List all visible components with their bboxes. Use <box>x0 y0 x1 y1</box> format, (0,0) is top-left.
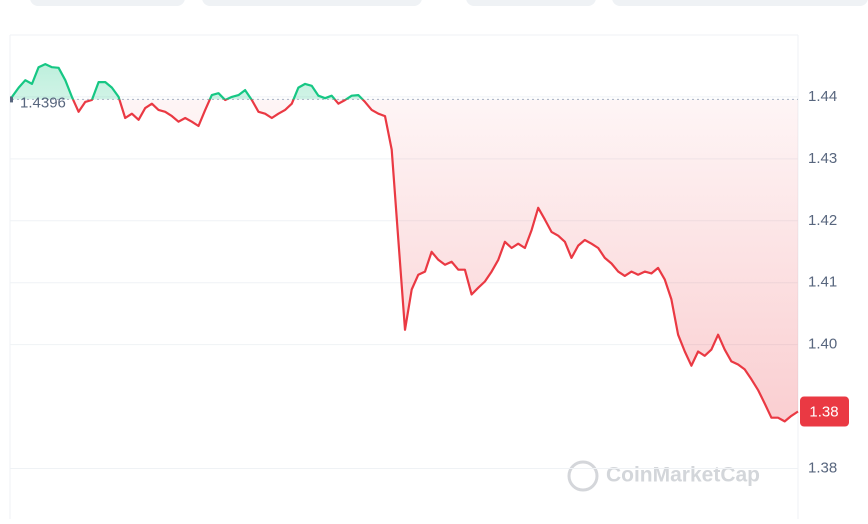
y-tick-label: 1.40 <box>808 336 837 353</box>
price-line <box>11 62 799 423</box>
price-badge-label: 1.38 <box>809 404 838 421</box>
watermark-logo <box>567 460 599 492</box>
area <box>12 64 798 422</box>
baseline-label: 1.4396 <box>20 94 66 111</box>
baseline-tick <box>10 96 13 103</box>
plot <box>10 62 799 470</box>
price-badge <box>800 396 849 427</box>
tab[interactable] <box>612 0 868 6</box>
tab[interactable] <box>30 0 185 6</box>
y-tick-label: 1.38 <box>808 459 837 476</box>
tab[interactable] <box>466 0 596 6</box>
y-tick-label: 1.44 <box>808 88 837 105</box>
y-tick-label: 1.42 <box>808 212 837 229</box>
watermark: CoinMarketCap <box>606 464 760 487</box>
y-tick-label: 1.41 <box>808 274 837 291</box>
tab[interactable] <box>202 0 422 6</box>
y-tick-label: 1.43 <box>808 150 837 167</box>
